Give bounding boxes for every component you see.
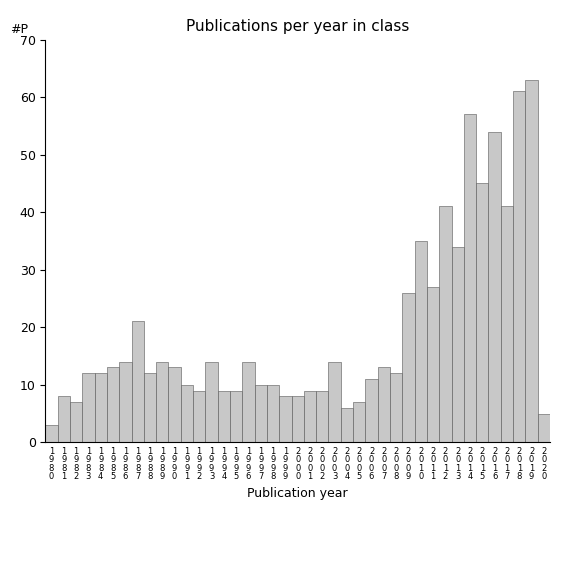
Bar — [476, 184, 488, 442]
Bar — [82, 373, 95, 442]
Bar — [513, 91, 526, 442]
Bar — [205, 362, 218, 442]
Bar — [304, 391, 316, 442]
Bar — [365, 379, 378, 442]
Bar — [538, 413, 550, 442]
Bar — [464, 115, 476, 442]
Bar — [501, 206, 513, 442]
Bar — [168, 367, 181, 442]
Bar — [95, 373, 107, 442]
Bar — [328, 362, 341, 442]
Bar — [341, 408, 353, 442]
X-axis label: Publication year: Publication year — [247, 486, 348, 500]
Bar — [353, 402, 365, 442]
Bar — [193, 391, 205, 442]
Bar — [107, 367, 119, 442]
Bar — [439, 206, 451, 442]
Bar — [451, 247, 464, 442]
Bar — [70, 402, 82, 442]
Bar — [390, 373, 403, 442]
Bar — [291, 396, 304, 442]
Bar — [119, 362, 132, 442]
Bar — [279, 396, 291, 442]
Bar — [488, 132, 501, 442]
Bar — [526, 80, 538, 442]
Bar — [255, 385, 267, 442]
Bar — [316, 391, 328, 442]
Bar — [378, 367, 390, 442]
Bar — [403, 293, 414, 442]
Bar — [181, 385, 193, 442]
Bar — [427, 287, 439, 442]
Title: Publications per year in class: Publications per year in class — [186, 19, 409, 35]
Bar — [156, 362, 168, 442]
Bar — [218, 391, 230, 442]
Bar — [58, 396, 70, 442]
Bar — [144, 373, 156, 442]
Bar — [45, 425, 58, 442]
Bar — [242, 362, 255, 442]
Bar — [230, 391, 242, 442]
Bar — [414, 241, 427, 442]
Bar — [132, 321, 144, 442]
Text: #P: #P — [10, 23, 28, 36]
Bar — [267, 385, 279, 442]
